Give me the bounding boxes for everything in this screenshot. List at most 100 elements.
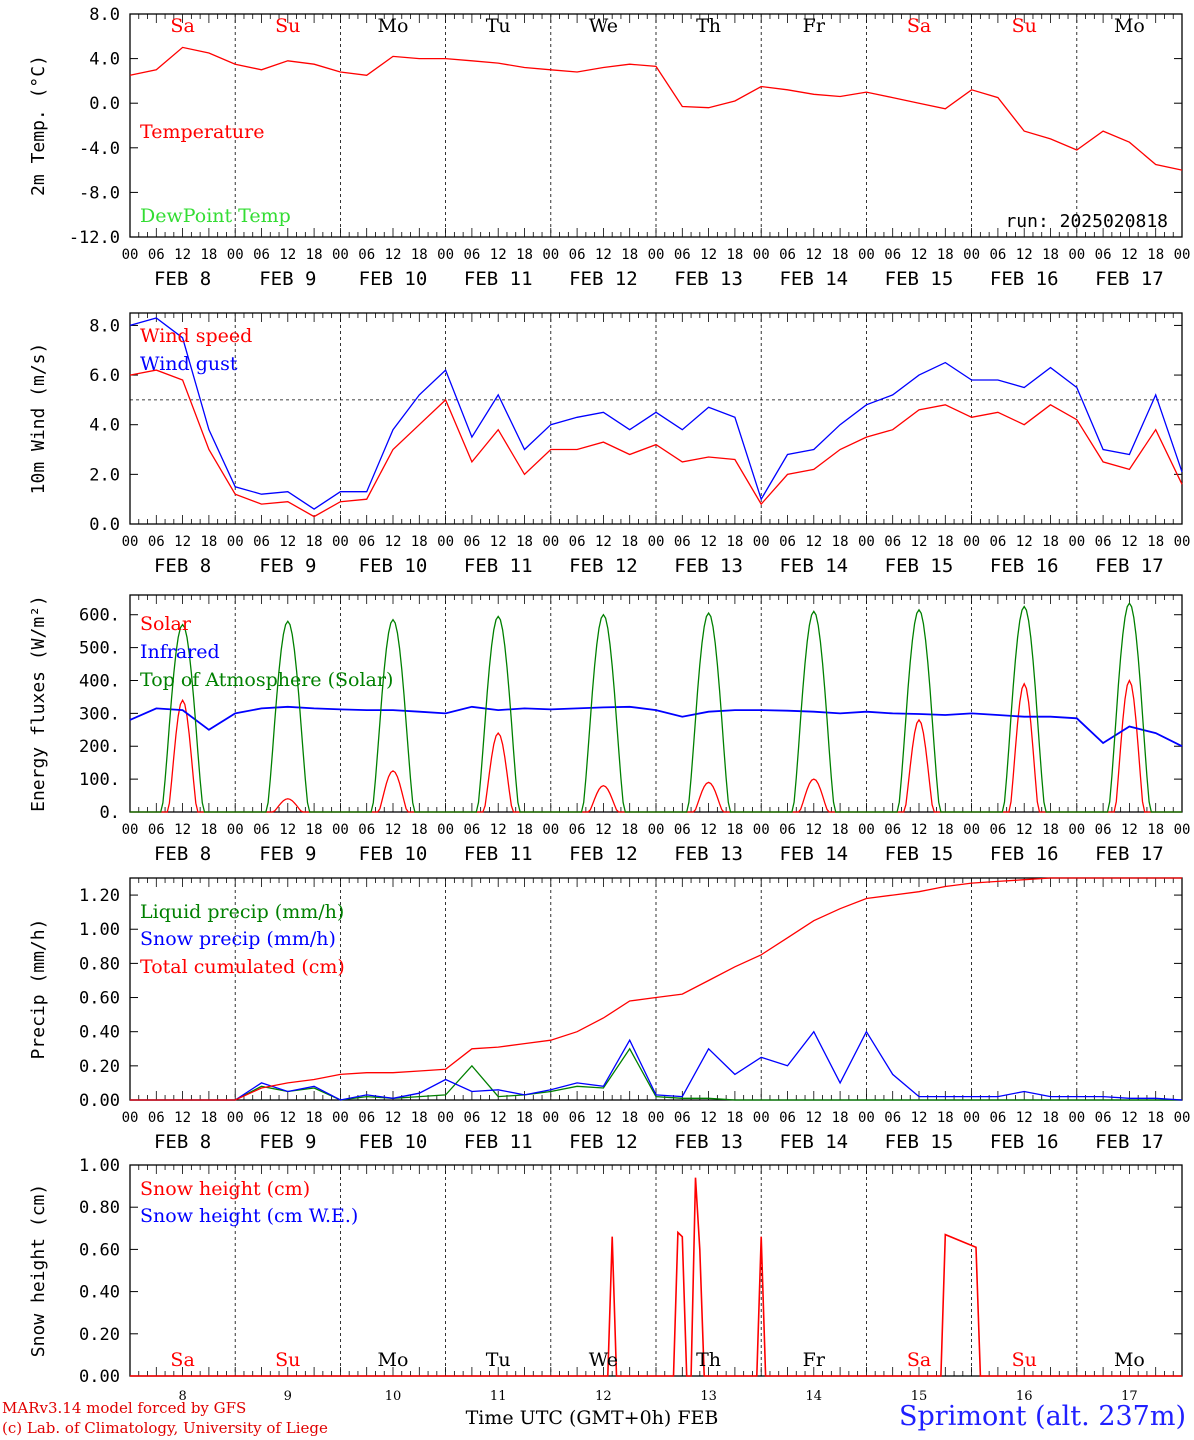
hour-tick-label: 18: [200, 247, 217, 263]
hour-tick-label: 00: [227, 1110, 244, 1126]
hour-tick-label: 18: [1042, 534, 1059, 550]
hour-tick-label: 12: [700, 822, 717, 838]
date-label: FEB 11: [464, 1131, 533, 1153]
series-snow-precip-mm-h: [130, 1030, 1183, 1101]
y-tick-label: 0.60: [79, 1240, 120, 1260]
hour-tick-label: 18: [200, 1110, 217, 1126]
hour-tick-label: 06: [148, 1110, 165, 1126]
date-label: FEB 15: [885, 1131, 954, 1153]
date-label: FEB 12: [569, 1131, 638, 1153]
day-number: 10: [385, 1389, 402, 1404]
hour-tick-label: 18: [621, 534, 638, 550]
hour-tick-label: 06: [463, 534, 480, 550]
hour-tick-label: 12: [1016, 1110, 1033, 1126]
hour-tick-label: 00: [1174, 534, 1191, 550]
hour-tick-label: 18: [200, 822, 217, 838]
y-tick-label: 0.80: [79, 1198, 120, 1218]
series-snow-height-cm: [130, 1177, 1182, 1377]
date-label: FEB 17: [1095, 843, 1164, 865]
date-label: FEB 11: [464, 843, 533, 865]
hour-tick-label: 00: [1068, 247, 1085, 263]
hour-tick-label: 06: [358, 247, 375, 263]
hour-tick-label: 18: [516, 534, 533, 550]
series-infrared: [129, 705, 1183, 748]
date-label: FEB 14: [779, 843, 848, 865]
hour-tick-label: 00: [963, 822, 980, 838]
hour-tick-label: 12: [490, 534, 507, 550]
hour-tick-label: 18: [621, 247, 638, 263]
y-tick-label: 200.: [79, 737, 120, 757]
hour-tick-label: 00: [1068, 1110, 1085, 1126]
hour-tick-label: 06: [253, 822, 270, 838]
hour-tick-label: 00: [858, 1110, 875, 1126]
legend-snow-precip-mm-h: Snow precip (mm/h): [140, 928, 336, 950]
y-tick-label: 0.: [100, 803, 120, 823]
y-tick-label: 0.20: [79, 1325, 120, 1345]
hour-tick-label: 06: [569, 534, 586, 550]
hour-tick-label: 12: [174, 822, 191, 838]
day-number: 17: [1121, 1389, 1138, 1404]
y-tick-label: 1.00: [79, 920, 120, 940]
hour-tick-label: 00: [542, 247, 559, 263]
hour-tick-label: 00: [122, 247, 139, 263]
hour-tick-label: 12: [1121, 1110, 1138, 1126]
y-tick-label: 0.0: [89, 94, 120, 114]
legend-wind-speed: Wind speed: [140, 325, 252, 347]
hour-tick-label: 06: [569, 247, 586, 263]
legend-top-of-atmosphere-solar: Top of Atmosphere (Solar): [140, 669, 393, 691]
hour-tick-label: 06: [463, 247, 480, 263]
date-label: FEB 9: [259, 1131, 316, 1153]
legend-snow-height-cm: Snow height (cm): [140, 1178, 310, 1200]
date-label: FEB 17: [1095, 268, 1164, 290]
hour-tick-label: 12: [279, 822, 296, 838]
hour-tick-label: 06: [989, 1110, 1006, 1126]
legend-dewpoint-temp: DewPoint Temp: [140, 205, 291, 227]
hour-tick-label: 06: [1095, 247, 1112, 263]
date-label: FEB 17: [1095, 555, 1164, 577]
hour-tick-label: 12: [174, 247, 191, 263]
hour-tick-label: 12: [490, 822, 507, 838]
y-tick-label: 0.40: [79, 1283, 120, 1303]
hour-tick-label: 06: [148, 534, 165, 550]
hour-tick-label: 00: [227, 822, 244, 838]
y-tick-label: 6.0: [89, 366, 120, 386]
hour-tick-label: 00: [648, 534, 665, 550]
date-label: FEB 12: [569, 555, 638, 577]
hour-tick-label: 18: [937, 822, 954, 838]
date-label: FEB 13: [674, 1131, 743, 1153]
day-abbr-bottom: Sa: [907, 1349, 931, 1371]
date-label: FEB 14: [779, 555, 848, 577]
day-abbr-top: We: [589, 15, 618, 37]
hour-tick-label: 12: [1016, 822, 1033, 838]
date-label: FEB 9: [259, 843, 316, 865]
day-abbr-top: Sa: [907, 15, 931, 37]
hour-tick-label: 12: [385, 1110, 402, 1126]
hour-tick-label: 12: [1121, 247, 1138, 263]
legend-liquid-precip-mm-h: Liquid precip (mm/h): [140, 901, 344, 923]
day-abbr-bottom: Fr: [803, 1349, 826, 1371]
legend-wind-gust: Wind gust: [140, 353, 238, 375]
hour-tick-label: 00: [648, 247, 665, 263]
date-label: FEB 10: [359, 1131, 428, 1153]
hour-tick-label: 12: [700, 247, 717, 263]
day-number: 12: [595, 1389, 612, 1404]
hour-tick-label: 18: [726, 534, 743, 550]
hour-tick-label: 06: [989, 247, 1006, 263]
date-label: FEB 10: [359, 843, 428, 865]
hour-tick-label: 12: [385, 534, 402, 550]
hour-tick-label: 06: [569, 1110, 586, 1126]
day-abbr-bottom: Mo: [378, 1349, 409, 1371]
hour-tick-label: 12: [911, 822, 928, 838]
hour-tick-label: 00: [648, 822, 665, 838]
y-tick-label: 4.0: [89, 416, 120, 436]
y-tick-label: 0.80: [79, 954, 120, 974]
day-number: 11: [490, 1389, 507, 1404]
hour-tick-label: 00: [648, 1110, 665, 1126]
y-axis-label: 2m Temp. (°C): [28, 55, 49, 196]
hour-tick-label: 18: [1147, 534, 1164, 550]
y-tick-label: -8.0: [79, 183, 120, 203]
day-abbr-top: Fr: [803, 15, 826, 37]
hour-tick-label: 06: [674, 534, 691, 550]
hour-tick-label: 06: [989, 822, 1006, 838]
day-abbr-top: Tu: [486, 15, 511, 37]
